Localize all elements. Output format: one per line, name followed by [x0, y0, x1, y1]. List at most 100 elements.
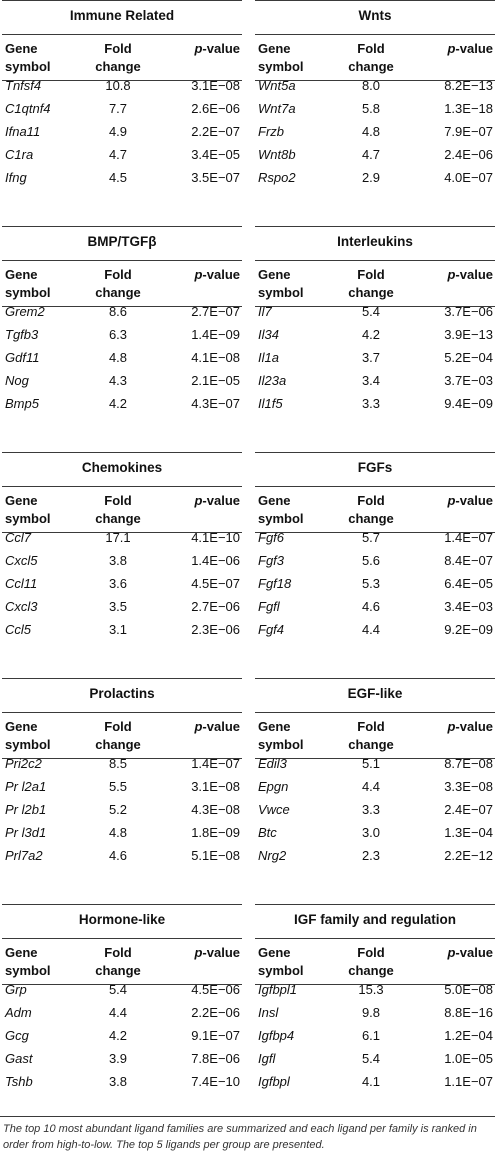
header-p-rest: -value: [202, 719, 240, 734]
p-value-cell: 1.3E−18: [444, 101, 493, 116]
gene-symbol-cell: Epgn: [258, 779, 289, 794]
header-p-rest: -value: [455, 41, 493, 56]
header-gene-line-2: symbol: [258, 511, 304, 526]
p-value-cell: 4.0E−07: [444, 170, 493, 185]
fold-change-cell: 15.3: [358, 982, 384, 997]
p-value-cell: 1.2E−04: [444, 1028, 493, 1043]
rule-line: [255, 758, 495, 759]
gene-symbol-cell: Igfbpl: [258, 1074, 290, 1089]
gene-symbol-cell: Ifng: [5, 170, 27, 185]
table-row: Tshb 3.8 7.4E−10: [2, 1070, 242, 1093]
header-fold-line-1: Fold: [357, 493, 385, 508]
gene-symbol-cell: Fgfl: [258, 599, 280, 614]
header-gene-line-2: symbol: [258, 737, 304, 752]
gene-symbol-cell: Igfbp4: [258, 1028, 295, 1043]
rule-line: [255, 306, 495, 307]
header-fold-line-1: Fold: [104, 267, 132, 282]
header-p-value: p-value: [194, 718, 240, 736]
header-gene-line-2: symbol: [258, 59, 304, 74]
table-row: Rspo2 2.9 4.0E−07: [255, 166, 495, 189]
p-value-cell: 8.8E−16: [444, 1005, 493, 1020]
p-value-cell: 3.3E−08: [444, 779, 493, 794]
panel-title: Interleukins: [337, 234, 413, 249]
header-fold-change: Fold change: [88, 266, 148, 302]
header-gene-symbol: Gene symbol: [5, 718, 51, 754]
gene-symbol-cell: Rspo2: [258, 170, 296, 185]
gene-symbol-cell: Grem2: [5, 304, 45, 319]
p-value-cell: 1.8E−09: [191, 825, 240, 840]
table-row: Il34 4.2 3.9E−13: [255, 323, 495, 346]
table-row: Prl7a2 4.6 5.1E−08: [2, 844, 242, 867]
gene-symbol-cell: Nrg2: [258, 848, 287, 863]
fold-change-cell: 4.8: [108, 825, 128, 840]
gene-symbol-cell: Il23a: [258, 373, 287, 388]
table-row: Pr l2a1 5.5 3.1E−08: [2, 775, 242, 798]
gene-symbol-cell: Il7: [258, 304, 272, 319]
gene-symbol-cell: C1qtnf4: [5, 101, 51, 116]
header-p-rest: -value: [455, 719, 493, 734]
p-value-cell: 3.5E−07: [191, 170, 240, 185]
p-value-cell: 8.2E−13: [444, 78, 493, 93]
header-fold-change: Fold change: [88, 718, 148, 754]
header-p-rest: -value: [202, 267, 240, 282]
gene-symbol-cell: Igfl: [258, 1051, 276, 1066]
rule-line: [2, 758, 242, 759]
p-value-cell: 2.2E−07: [191, 124, 240, 139]
gene-symbol-cell: Fgf4: [258, 622, 285, 637]
header-fold-change: Fold change: [88, 40, 148, 76]
fold-change-cell: 4.8: [361, 124, 381, 139]
header-gene-line-2: symbol: [5, 963, 51, 978]
panel-title: Hormone-like: [78, 912, 166, 927]
panel-title: FGFs: [357, 460, 393, 475]
header-gene-line-1: Gene: [258, 41, 291, 56]
fold-change-cell: 5.4: [361, 304, 381, 319]
fold-change-cell: 9.8: [361, 1005, 381, 1020]
gene-symbol-cell: C1ra: [5, 147, 34, 162]
header-fold-line-1: Fold: [104, 41, 132, 56]
table-row: Ifng 4.5 3.5E−07: [2, 166, 242, 189]
p-value-cell: 1.4E−09: [191, 327, 240, 342]
panel-egf-like: EGF-like Gene symbol Fold change p-value Edil3…: [255, 678, 495, 866]
header-p-italic: p: [447, 945, 456, 960]
p-value-cell: 2.6E−06: [191, 101, 240, 116]
table-caption: The top 10 most abundant ligand families…: [3, 1123, 477, 1151]
header-p-italic: p: [194, 945, 203, 960]
gene-symbol-cell: Igfbpl1: [258, 982, 298, 997]
header-fold-line-1: Fold: [357, 267, 385, 282]
gene-symbol-cell: Btc: [258, 825, 277, 840]
header-fold-line-2: change: [348, 737, 394, 752]
p-value-cell: 1.4E−07: [191, 756, 240, 771]
panel-row: Chemokines Gene symbol Fold change p-value Ccl…: [0, 452, 495, 640]
table-row: Cxcl3 3.5 2.7E−06: [2, 595, 242, 618]
gene-symbol-cell: Wnt7a: [258, 101, 296, 116]
table-row: Frzb 4.8 7.9E−07: [255, 120, 495, 143]
header-fold-change: Fold change: [341, 40, 401, 76]
header-p-italic: p: [194, 719, 203, 734]
table-row: Il1f5 3.3 9.4E−09: [255, 392, 495, 415]
header-gene-line-2: symbol: [5, 285, 51, 300]
gene-symbol-cell: Ccl5: [5, 622, 32, 637]
panel-chemokines: Chemokines Gene symbol Fold change p-value Ccl…: [2, 452, 242, 640]
table-row: Fgf3 5.6 8.4E−07: [255, 549, 495, 572]
fold-change-cell: 4.1: [361, 1074, 381, 1089]
rule-line: [255, 452, 495, 453]
gene-symbol-cell: Tgfb3: [5, 327, 39, 342]
header-fold-line-1: Fold: [357, 719, 385, 734]
p-value-cell: 2.4E−07: [444, 802, 493, 817]
p-value-cell: 2.4E−06: [444, 147, 493, 162]
gene-symbol-cell: Bmp5: [5, 396, 39, 411]
panel-title: Prolactins: [89, 686, 155, 701]
table-row: Igfbp4 6.1 1.2E−04: [255, 1024, 495, 1047]
fold-change-cell: 3.0: [361, 825, 381, 840]
header-p-italic: p: [447, 41, 456, 56]
p-value-cell: 6.4E−05: [444, 576, 493, 591]
rule-line: [255, 34, 495, 35]
gene-symbol-cell: Tshb: [5, 1074, 33, 1089]
gene-symbol-cell: Vwce: [258, 802, 290, 817]
header-gene-line-1: Gene: [258, 267, 291, 282]
fold-change-cell: 3.7: [361, 350, 381, 365]
panel-title: Immune Related: [69, 8, 175, 23]
rule-line: [2, 938, 242, 939]
header-gene-line-2: symbol: [5, 737, 51, 752]
